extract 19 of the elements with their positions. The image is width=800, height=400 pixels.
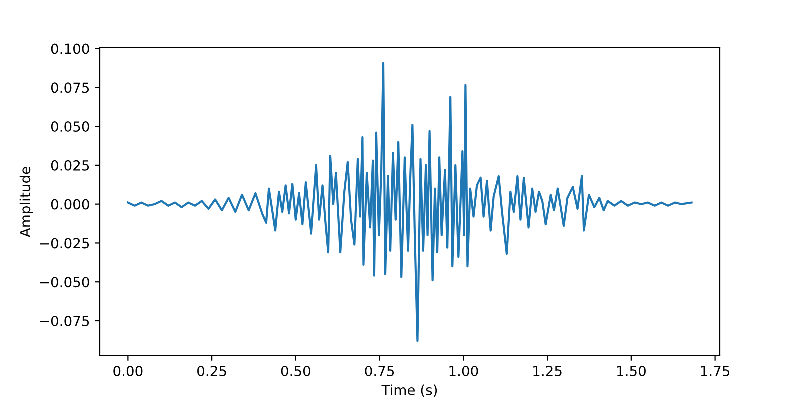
y-tick-label: 0.025 bbox=[51, 160, 90, 171]
x-tick-label: 0.75 bbox=[365, 366, 394, 376]
y-tick-label: −0.050 bbox=[40, 277, 90, 288]
y-tick-label: 0.050 bbox=[51, 122, 90, 132]
x-tick-label: 0.00 bbox=[114, 366, 143, 376]
x-tick-label: 1.00 bbox=[450, 366, 478, 376]
x-tick-label: 0.25 bbox=[198, 366, 226, 376]
y-tick-label: −0.025 bbox=[40, 238, 90, 249]
y-axis-title: Amplitude bbox=[20, 167, 34, 238]
x-tick-label: 1.50 bbox=[617, 366, 646, 376]
x-tick-label: 1.25 bbox=[534, 366, 562, 376]
y-tick-label: 0.000 bbox=[51, 199, 90, 210]
x-tick-label: 0.50 bbox=[281, 366, 310, 376]
line-series bbox=[127, 62, 693, 342]
x-tick-label: 1.75 bbox=[701, 366, 730, 376]
y-tick-label: 0.075 bbox=[51, 82, 90, 94]
x-axis-title: Time (s) bbox=[382, 384, 438, 398]
y-tick-label: 0.100 bbox=[51, 44, 90, 54]
y-tick-label: −0.075 bbox=[40, 316, 90, 326]
